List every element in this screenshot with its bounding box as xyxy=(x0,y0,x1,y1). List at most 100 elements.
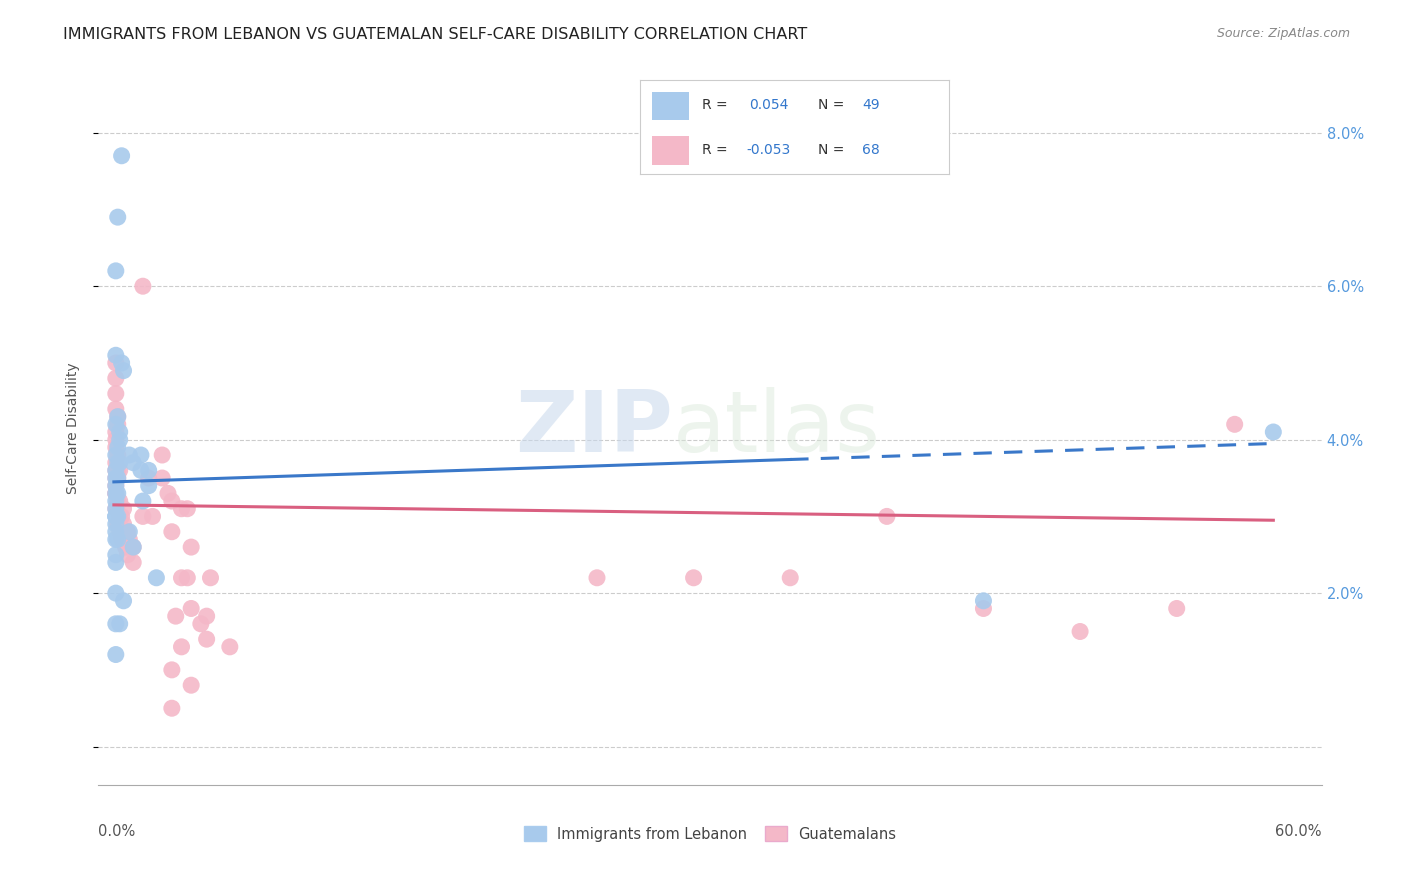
Point xyxy=(876,509,898,524)
Point xyxy=(150,448,173,462)
Point xyxy=(104,448,127,462)
Point xyxy=(779,571,801,585)
Point xyxy=(108,456,131,470)
Point xyxy=(104,486,127,500)
Point xyxy=(104,417,127,432)
Point xyxy=(112,363,135,377)
Point xyxy=(104,471,127,485)
Point xyxy=(586,571,609,585)
Point xyxy=(122,540,145,554)
Point xyxy=(218,640,240,654)
FancyBboxPatch shape xyxy=(652,136,689,164)
Point xyxy=(104,501,127,516)
Point xyxy=(107,210,129,224)
Point xyxy=(138,471,160,485)
Text: 0.054: 0.054 xyxy=(749,97,789,112)
Point xyxy=(112,501,135,516)
Point xyxy=(129,463,152,477)
Point xyxy=(190,616,212,631)
Point xyxy=(104,533,127,547)
Point xyxy=(107,494,129,508)
Point xyxy=(118,448,141,462)
Text: ZIP: ZIP xyxy=(516,386,673,470)
Point xyxy=(104,371,127,385)
Point xyxy=(104,471,127,485)
Point xyxy=(165,609,187,624)
Point xyxy=(129,448,152,462)
Point xyxy=(132,509,155,524)
Point xyxy=(176,501,198,516)
Text: 68: 68 xyxy=(862,143,880,157)
Point xyxy=(972,594,994,608)
Point xyxy=(104,494,127,508)
Point xyxy=(682,571,704,585)
Point xyxy=(104,479,127,493)
Point xyxy=(104,517,127,532)
Point xyxy=(104,441,127,455)
Point xyxy=(107,509,129,524)
Point xyxy=(104,348,127,362)
Point xyxy=(104,501,127,516)
Point xyxy=(110,509,132,524)
Point xyxy=(108,509,131,524)
Point xyxy=(200,571,222,585)
Point xyxy=(112,517,135,532)
Point xyxy=(104,433,127,447)
Point xyxy=(104,586,127,600)
Point xyxy=(112,594,135,608)
Y-axis label: Self-Care Disability: Self-Care Disability xyxy=(66,362,80,494)
Point xyxy=(150,471,173,485)
Text: 49: 49 xyxy=(862,97,880,112)
Point xyxy=(104,524,127,539)
Point xyxy=(104,509,127,524)
Point xyxy=(104,463,127,477)
Point xyxy=(118,524,141,539)
Point xyxy=(107,441,129,455)
Point xyxy=(108,433,131,447)
Point xyxy=(141,509,163,524)
Point xyxy=(122,556,145,570)
Text: 60.0%: 60.0% xyxy=(1275,824,1322,839)
Point xyxy=(104,486,127,500)
Point xyxy=(132,494,155,508)
Point xyxy=(107,471,129,485)
Point xyxy=(104,425,127,439)
Legend: Immigrants from Lebanon, Guatemalans: Immigrants from Lebanon, Guatemalans xyxy=(524,827,896,842)
Point xyxy=(160,663,183,677)
Point xyxy=(160,524,183,539)
Point xyxy=(104,509,127,524)
Point xyxy=(104,479,127,493)
Point xyxy=(104,556,127,570)
Point xyxy=(104,386,127,401)
Text: -0.053: -0.053 xyxy=(747,143,790,157)
Text: atlas: atlas xyxy=(673,386,882,470)
Point xyxy=(104,509,127,524)
Text: Source: ZipAtlas.com: Source: ZipAtlas.com xyxy=(1216,27,1350,40)
Point xyxy=(160,701,183,715)
Point xyxy=(110,533,132,547)
Point xyxy=(1166,601,1188,615)
Point xyxy=(108,463,131,477)
Point xyxy=(170,571,193,585)
Point xyxy=(180,540,202,554)
Text: IMMIGRANTS FROM LEBANON VS GUATEMALAN SELF-CARE DISABILITY CORRELATION CHART: IMMIGRANTS FROM LEBANON VS GUATEMALAN SE… xyxy=(63,27,807,42)
Point xyxy=(122,540,145,554)
Point xyxy=(108,524,131,539)
Text: N =: N = xyxy=(818,143,848,157)
Point xyxy=(107,417,129,432)
Point xyxy=(972,601,994,615)
Point xyxy=(104,401,127,416)
Text: R =: R = xyxy=(702,97,731,112)
Point xyxy=(118,533,141,547)
Point xyxy=(104,463,127,477)
Point xyxy=(108,425,131,439)
Point xyxy=(107,517,129,532)
Point xyxy=(195,632,218,647)
Point xyxy=(107,463,129,477)
Point xyxy=(104,616,127,631)
Text: N =: N = xyxy=(818,97,848,112)
Point xyxy=(104,648,127,662)
Point xyxy=(107,409,129,424)
Point xyxy=(145,571,167,585)
Point xyxy=(107,471,129,485)
